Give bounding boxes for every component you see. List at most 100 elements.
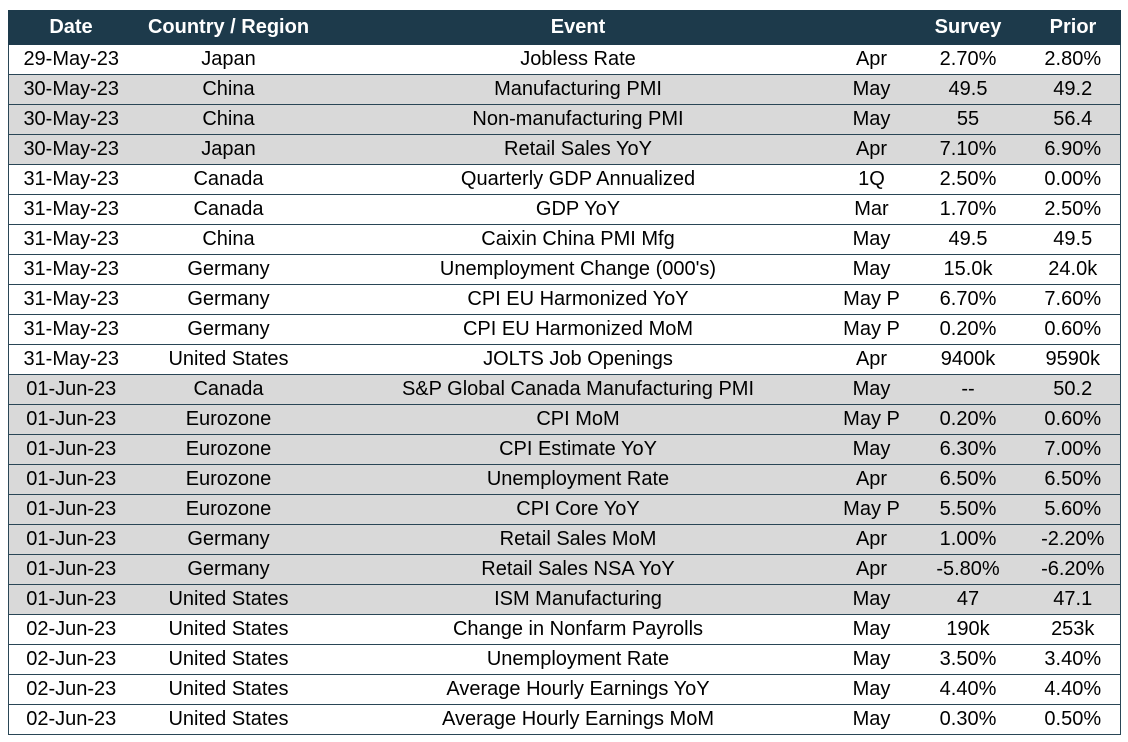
prior-cell: 49.2: [1025, 74, 1121, 105]
table-row: 01-Jun-23 United States ISM Manufacturing M…: [8, 584, 1121, 615]
country-cell: Eurozone: [133, 404, 324, 435]
table-row: 31-May-23 Canada Quarterly GDP Annualized 1…: [8, 164, 1121, 195]
period-cell: May: [832, 224, 911, 255]
period-cell: May P: [832, 314, 911, 345]
period-cell: 1Q: [832, 164, 911, 195]
survey-cell: 47: [910, 584, 1026, 615]
date-cell: 31-May-23: [8, 254, 134, 285]
survey-cell: 6.70%: [910, 284, 1026, 315]
prior-cell: 6.50%: [1025, 464, 1121, 495]
period-cell: May: [832, 374, 911, 405]
table-row: 02-Jun-23 United States Unemployment Rate M…: [8, 644, 1121, 675]
survey-cell: 190k: [910, 614, 1026, 645]
prior-cell: 0.60%: [1025, 314, 1121, 345]
survey-cell: 55: [910, 104, 1026, 135]
header-cell: Prior: [1025, 10, 1121, 45]
event-cell: GDP YoY: [323, 194, 833, 225]
date-cell: 30-May-23: [8, 134, 134, 165]
period-cell: May: [832, 434, 911, 465]
table-body: 29-May-23 Japan Jobless Rate Apr 2.70% 2.80% 3…: [8, 44, 1121, 735]
country-cell: Japan: [133, 44, 324, 75]
period-cell: May: [832, 674, 911, 705]
header-cell: [832, 10, 911, 45]
period-cell: Apr: [832, 344, 911, 375]
prior-cell: 2.80%: [1025, 44, 1121, 75]
table-row: 31-May-23 Germany Unemployment Change (000…: [8, 254, 1121, 285]
prior-cell: 2.50%: [1025, 194, 1121, 225]
event-cell: S&P Global Canada Manufacturing PMI: [323, 374, 833, 405]
country-cell: Canada: [133, 194, 324, 225]
table-row: 31-May-23 United States JOLTS Job Openings…: [8, 344, 1121, 375]
prior-cell: 0.00%: [1025, 164, 1121, 195]
prior-cell: -6.20%: [1025, 554, 1121, 585]
event-cell: CPI Estimate YoY: [323, 434, 833, 465]
period-cell: May P: [832, 284, 911, 315]
date-cell: 30-May-23: [8, 74, 134, 105]
prior-cell: 56.4: [1025, 104, 1121, 135]
prior-cell: -2.20%: [1025, 524, 1121, 555]
event-cell: Retail Sales MoM: [323, 524, 833, 555]
survey-cell: 49.5: [910, 224, 1026, 255]
survey-cell: 1.00%: [910, 524, 1026, 555]
survey-cell: 1.70%: [910, 194, 1026, 225]
event-cell: CPI MoM: [323, 404, 833, 435]
survey-cell: 0.20%: [910, 404, 1026, 435]
country-cell: United States: [133, 584, 324, 615]
date-cell: 02-Jun-23: [8, 704, 134, 735]
date-cell: 30-May-23: [8, 104, 134, 135]
prior-cell: 3.40%: [1025, 644, 1121, 675]
date-cell: 31-May-23: [8, 344, 134, 375]
survey-cell: --: [910, 374, 1026, 405]
country-cell: Germany: [133, 554, 324, 585]
date-cell: 01-Jun-23: [8, 434, 134, 465]
prior-cell: 4.40%: [1025, 674, 1121, 705]
event-cell: Retail Sales YoY: [323, 134, 833, 165]
header-cell: Country / Region: [133, 10, 324, 45]
prior-cell: 9590k: [1025, 344, 1121, 375]
survey-cell: 0.20%: [910, 314, 1026, 345]
event-cell: JOLTS Job Openings: [323, 344, 833, 375]
country-cell: United States: [133, 614, 324, 645]
survey-cell: 49.5: [910, 74, 1026, 105]
survey-cell: 6.50%: [910, 464, 1026, 495]
event-cell: CPI EU Harmonized MoM: [323, 314, 833, 345]
country-cell: China: [133, 74, 324, 105]
header-cell: Event: [323, 10, 833, 45]
survey-cell: 5.50%: [910, 494, 1026, 525]
table-row: 29-May-23 Japan Jobless Rate Apr 2.70% 2.80%: [8, 44, 1121, 75]
period-cell: May: [832, 254, 911, 285]
prior-cell: 0.60%: [1025, 404, 1121, 435]
table-row: 01-Jun-23 Eurozone CPI Estimate YoY May 6.30…: [8, 434, 1121, 465]
event-cell: Unemployment Rate: [323, 464, 833, 495]
table-row: 01-Jun-23 Eurozone Unemployment Rate Apr 6.5…: [8, 464, 1121, 495]
table-row: 30-May-23 China Non-manufacturing PMI May 55…: [8, 104, 1121, 135]
event-cell: Average Hourly Earnings MoM: [323, 704, 833, 735]
table-row: 01-Jun-23 Germany Retail Sales MoM Apr 1.00%…: [8, 524, 1121, 555]
date-cell: 01-Jun-23: [8, 374, 134, 405]
country-cell: United States: [133, 674, 324, 705]
date-cell: 31-May-23: [8, 194, 134, 225]
event-cell: Unemployment Rate: [323, 644, 833, 675]
date-cell: 31-May-23: [8, 314, 134, 345]
country-cell: Eurozone: [133, 494, 324, 525]
prior-cell: 24.0k: [1025, 254, 1121, 285]
table-row: 01-Jun-23 Eurozone CPI Core YoY May P 5.50% 5…: [8, 494, 1121, 525]
country-cell: Canada: [133, 374, 324, 405]
prior-cell: 0.50%: [1025, 704, 1121, 735]
event-cell: Average Hourly Earnings YoY: [323, 674, 833, 705]
table-row: 01-Jun-23 Germany Retail Sales NSA YoY Apr -…: [8, 554, 1121, 585]
table-row: 02-Jun-23 United States Change in Nonfarm …: [8, 614, 1121, 645]
date-cell: 01-Jun-23: [8, 464, 134, 495]
header-cell: Survey: [910, 10, 1026, 45]
date-cell: 01-Jun-23: [8, 554, 134, 585]
country-cell: United States: [133, 344, 324, 375]
country-cell: United States: [133, 644, 324, 675]
date-cell: 29-May-23: [8, 44, 134, 75]
prior-cell: 7.00%: [1025, 434, 1121, 465]
prior-cell: 49.5: [1025, 224, 1121, 255]
header-row: Date Country / Region Event Survey Prior: [8, 10, 1121, 45]
country-cell: Eurozone: [133, 434, 324, 465]
country-cell: Germany: [133, 524, 324, 555]
country-cell: Canada: [133, 164, 324, 195]
period-cell: Apr: [832, 554, 911, 585]
